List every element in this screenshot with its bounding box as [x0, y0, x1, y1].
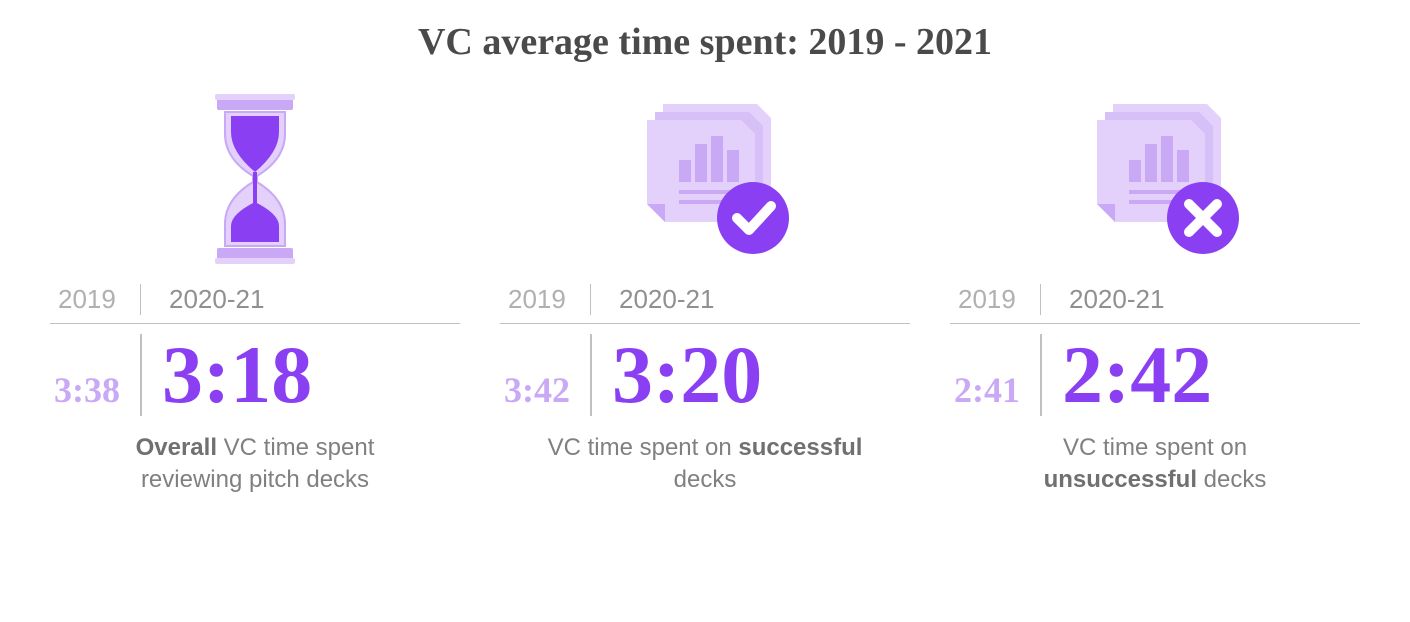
- year-2020-21-label: 2020-21: [590, 284, 910, 315]
- panel-caption: VC time spent on unsuccessful decks: [995, 432, 1315, 497]
- year-2020-21-label: 2020-21: [140, 284, 460, 315]
- value-row: 2:41 2:42: [950, 334, 1360, 416]
- hourglass-icon: [195, 94, 315, 264]
- value-2020-21: 3:20: [590, 334, 910, 416]
- value-2019: 2:41: [950, 351, 1040, 411]
- panel-caption: Overall VC time spent reviewing pitch de…: [95, 432, 415, 497]
- panel-successful: 2019 2020-21 3:42 3:20 VC time spent on …: [500, 94, 910, 497]
- year-row: 2019 2020-21: [50, 284, 460, 324]
- year-row: 2019 2020-21: [950, 284, 1360, 324]
- panel-unsuccessful: 2019 2020-21 2:41 2:42 VC time spent on …: [950, 94, 1360, 497]
- year-2019-label: 2019: [950, 284, 1040, 315]
- value-2019: 3:38: [50, 351, 140, 411]
- panel-caption: VC time spent on successful decks: [545, 432, 865, 497]
- year-2020-21-label: 2020-21: [1040, 284, 1360, 315]
- doc-cross-icon: [1055, 94, 1255, 264]
- value-row: 3:38 3:18: [50, 334, 460, 416]
- year-2019-label: 2019: [500, 284, 590, 315]
- year-row: 2019 2020-21: [500, 284, 910, 324]
- year-2019-label: 2019: [50, 284, 140, 315]
- doc-check-icon: [605, 94, 805, 264]
- value-2019: 3:42: [500, 351, 590, 411]
- value-2020-21: 2:42: [1040, 334, 1360, 416]
- value-row: 3:42 3:20: [500, 334, 910, 416]
- panels-row: 2019 2020-21 3:38 3:18 Overall VC time s…: [50, 94, 1360, 497]
- value-2020-21: 3:18: [140, 334, 460, 416]
- infographic-title: VC average time spent: 2019 - 2021: [50, 20, 1360, 64]
- panel-overall: 2019 2020-21 3:38 3:18 Overall VC time s…: [50, 94, 460, 497]
